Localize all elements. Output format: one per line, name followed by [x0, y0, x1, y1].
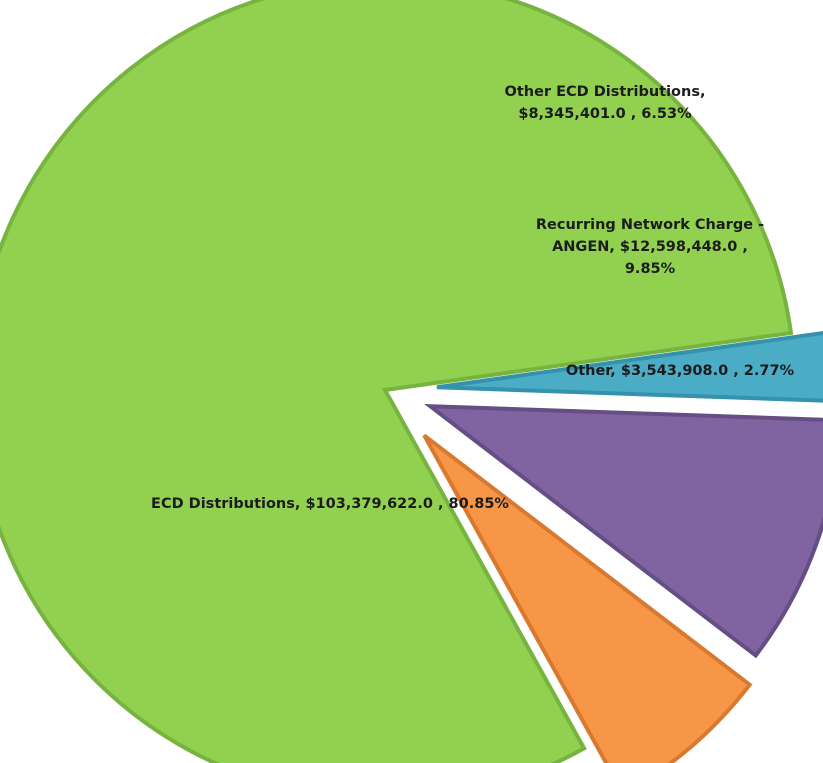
data-label-line: Recurring Network Charge - [536, 217, 764, 233]
data-label-line: ANGEN, $12,598,448.0 , [552, 239, 748, 255]
pie-slice-ecd-distributions [0, 0, 794, 763]
data-label-line: 9.85% [625, 261, 676, 277]
pie-slice-other-ecd-distributions [422, 433, 753, 763]
data-label-line: Other, $3,543,908.0 , 2.77% [566, 363, 795, 379]
pie-slice-recurring-network-charge-angen [424, 403, 823, 659]
data-label-other: Other, $3,543,908.0 , 2.77% [566, 363, 795, 379]
data-label-ecd-distributions: ECD Distributions, $103,379,622.0 , 80.8… [151, 496, 509, 512]
data-label-recurring-network-charge-angen: Recurring Network Charge - ANGEN, $12,598… [536, 217, 764, 277]
data-label-line: Other ECD Distributions, [505, 84, 706, 100]
data-label-other-ecd-distributions: Other ECD Distributions, $8,345,401.0 , 6… [505, 84, 706, 122]
data-label-line: $8,345,401.0 , 6.53% [518, 106, 692, 122]
pie-labels: ECD Distributions, $103,379,622.0 , 80.8… [151, 84, 795, 512]
pie-slice-other [436, 330, 823, 403]
data-label-line: ECD Distributions, $103,379,622.0 , 80.8… [151, 496, 509, 512]
